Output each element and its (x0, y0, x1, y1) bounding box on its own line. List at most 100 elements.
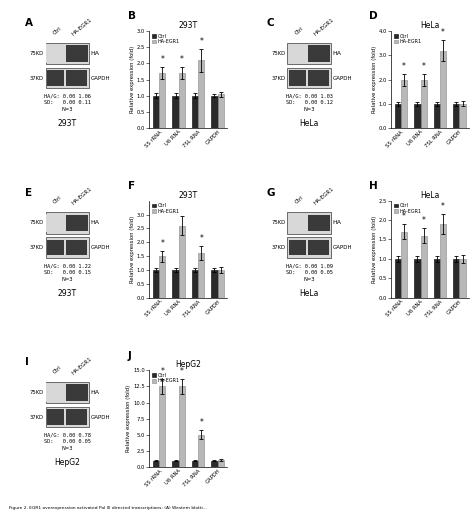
Y-axis label: Relative expression (fold): Relative expression (fold) (130, 215, 135, 283)
Bar (395, 259, 401, 297)
Text: HA/G: 0.00 1.03: HA/G: 0.00 1.03 (286, 93, 333, 99)
Bar (287, 212, 331, 234)
Text: 75KD: 75KD (30, 51, 44, 56)
Bar (414, 259, 420, 297)
Legend: Ctrl, HA-EGR1: Ctrl, HA-EGR1 (152, 34, 180, 44)
Bar (414, 104, 420, 128)
Text: HA: HA (91, 51, 100, 56)
Text: N=3: N=3 (303, 277, 315, 282)
Bar (66, 215, 88, 231)
Text: Ctrl: Ctrl (52, 364, 63, 375)
Text: SD:   0.00 0.05: SD: 0.00 0.05 (44, 440, 91, 444)
Text: *: * (402, 62, 406, 71)
Bar (46, 384, 65, 402)
Title: HeLa: HeLa (420, 21, 440, 31)
Text: HA/G: 0.00 1.09: HA/G: 0.00 1.09 (286, 263, 333, 268)
Bar (453, 259, 459, 297)
Bar (47, 409, 64, 425)
Bar (288, 44, 307, 63)
Bar (211, 95, 218, 128)
Bar (287, 238, 331, 258)
Text: HA-EGR1: HA-EGR1 (313, 17, 335, 36)
Bar (420, 236, 427, 297)
Text: C: C (266, 18, 274, 28)
Bar (153, 270, 159, 297)
Text: 293T: 293T (58, 289, 77, 298)
Bar (401, 231, 407, 297)
Bar (179, 386, 185, 467)
Bar (218, 460, 224, 467)
Text: N=3: N=3 (62, 446, 73, 452)
Text: *: * (160, 367, 164, 376)
Bar (153, 95, 159, 128)
Bar (420, 79, 427, 128)
Text: 75KD: 75KD (30, 390, 44, 395)
Text: SD:   0.00 0.05: SD: 0.00 0.05 (286, 270, 333, 275)
Y-axis label: Relative expression (fold): Relative expression (fold) (372, 215, 377, 283)
Text: 37KD: 37KD (272, 76, 286, 80)
Bar (192, 461, 198, 467)
Text: HA/G: 0.00 1.22: HA/G: 0.00 1.22 (44, 263, 91, 268)
Bar (453, 104, 459, 128)
Text: SD:   0.00 0.15: SD: 0.00 0.15 (44, 270, 91, 275)
Bar (179, 73, 185, 128)
Y-axis label: Relative expression (fold): Relative expression (fold) (127, 385, 131, 452)
Text: 75KD: 75KD (272, 221, 286, 225)
Bar (459, 259, 466, 297)
Text: GAPDH: GAPDH (333, 245, 352, 250)
Bar (287, 68, 331, 88)
Text: HeLa: HeLa (300, 289, 319, 298)
Text: HA-EGR1: HA-EGR1 (313, 186, 335, 206)
Text: Figure 2. EGR1 overexpression activated Pol III directed transcriptions: (A) Wes: Figure 2. EGR1 overexpression activated … (9, 506, 207, 510)
Bar (308, 45, 329, 62)
Bar (440, 224, 446, 297)
Text: *: * (180, 56, 184, 64)
Bar (66, 71, 87, 86)
Text: HA: HA (91, 221, 100, 225)
Text: 37KD: 37KD (30, 245, 44, 250)
Text: B: B (128, 11, 136, 21)
Bar (459, 104, 466, 128)
Legend: Ctrl, HA-EGR1: Ctrl, HA-EGR1 (394, 34, 422, 44)
Text: N=3: N=3 (62, 277, 73, 282)
Bar (308, 71, 329, 86)
Bar (159, 73, 165, 128)
Text: E: E (25, 188, 32, 198)
Bar (46, 43, 89, 64)
Bar (308, 240, 329, 255)
Bar (218, 94, 224, 128)
Text: 37KD: 37KD (30, 76, 44, 80)
Bar (47, 71, 64, 86)
Text: *: * (160, 56, 164, 64)
Text: Ctrl: Ctrl (52, 195, 63, 205)
Bar (46, 44, 65, 63)
Text: A: A (25, 18, 33, 28)
Text: HA: HA (333, 221, 342, 225)
Legend: Ctrl, HA-EGR1: Ctrl, HA-EGR1 (394, 203, 422, 214)
Text: *: * (199, 37, 203, 46)
Title: 293T: 293T (179, 21, 198, 31)
Bar (46, 212, 89, 234)
Text: J: J (128, 350, 131, 361)
Text: G: G (266, 188, 275, 198)
Text: *: * (199, 418, 203, 427)
Text: Ctrl: Ctrl (294, 195, 304, 205)
Bar (179, 226, 185, 297)
Text: 37KD: 37KD (30, 415, 44, 420)
Bar (289, 240, 306, 255)
Bar (46, 382, 89, 403)
Text: 75KD: 75KD (272, 51, 286, 56)
Text: 75KD: 75KD (30, 221, 44, 225)
Bar (198, 253, 204, 297)
Text: H: H (369, 181, 378, 191)
Title: HepG2: HepG2 (175, 360, 201, 370)
Bar (287, 43, 331, 64)
Text: *: * (160, 239, 164, 248)
Bar (192, 95, 198, 128)
Text: HA/G: 0.00 0.78: HA/G: 0.00 0.78 (44, 433, 91, 438)
Y-axis label: Relative expression (fold): Relative expression (fold) (130, 46, 135, 113)
Text: *: * (441, 202, 445, 211)
Bar (173, 270, 179, 297)
Bar (401, 79, 407, 128)
Text: N=3: N=3 (303, 107, 315, 112)
